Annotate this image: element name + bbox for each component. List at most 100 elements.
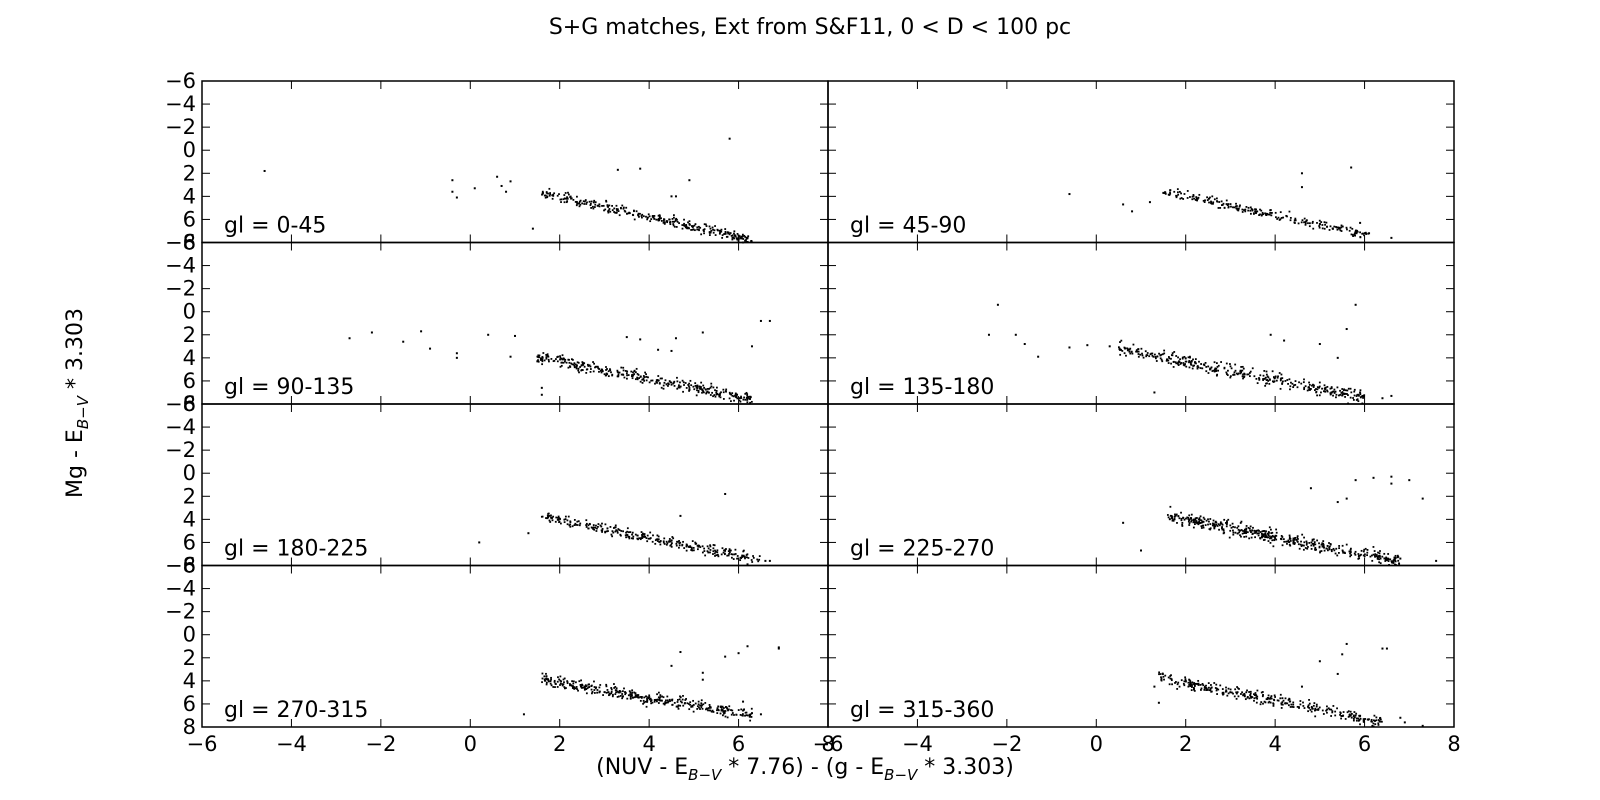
data-point [668, 538, 671, 540]
data-point [638, 377, 641, 379]
data-point [1421, 724, 1424, 727]
x-tick-label: 6 [1358, 732, 1371, 756]
data-point [750, 559, 753, 561]
data-point [1208, 686, 1210, 689]
data-point [1307, 710, 1310, 713]
x-tick-label: 4 [642, 732, 655, 756]
data-point [737, 709, 740, 711]
data-point [1217, 688, 1220, 691]
data-point [1237, 372, 1240, 375]
data-point [1274, 537, 1277, 540]
data-point [1276, 376, 1279, 379]
data-point [620, 207, 622, 210]
data-point [550, 358, 553, 360]
data-point [716, 549, 719, 552]
data-point [1243, 376, 1245, 379]
data-point [681, 227, 684, 230]
data-point [1267, 376, 1270, 379]
data-point [693, 388, 696, 391]
data-point [597, 523, 600, 525]
data-point [1215, 523, 1217, 526]
data-point [1213, 370, 1216, 373]
data-point [1137, 355, 1140, 358]
data-point [745, 711, 748, 714]
panel-label: gl = 45-90 [850, 214, 966, 239]
data-point [1306, 547, 1309, 550]
data-point [545, 517, 547, 519]
data-point [1179, 358, 1181, 361]
data-point [1163, 678, 1165, 681]
data-point [1177, 681, 1180, 684]
data-point [749, 714, 752, 716]
data-point [1351, 713, 1353, 715]
data-point [566, 200, 569, 203]
data-point [717, 708, 719, 711]
data-point [713, 552, 716, 555]
data-point [691, 705, 694, 708]
data-point [1184, 360, 1187, 363]
data-point [707, 707, 710, 709]
data-point [1180, 511, 1182, 514]
data-point [726, 235, 729, 238]
data-point [1324, 388, 1327, 391]
data-point [1368, 232, 1371, 235]
data-point [749, 719, 752, 722]
data-point [657, 691, 660, 694]
data-point [725, 390, 727, 393]
data-point [751, 561, 754, 563]
data-point [636, 695, 639, 698]
data-point [1316, 394, 1319, 397]
data-point [1250, 536, 1253, 539]
data-point [1200, 519, 1203, 522]
data-point [1182, 198, 1185, 200]
data-point [1299, 700, 1302, 702]
data-point [585, 524, 588, 526]
data-point [727, 708, 730, 711]
data-point [1308, 225, 1311, 228]
data-point [691, 549, 694, 552]
data-point [702, 229, 705, 231]
data-point [1353, 232, 1356, 235]
data-point [722, 391, 725, 394]
data-point [1331, 710, 1334, 713]
data-point [575, 681, 577, 684]
data-point [594, 203, 597, 206]
data-point [1259, 374, 1262, 377]
data-point [671, 220, 674, 223]
data-point [1178, 360, 1181, 363]
data-point [1258, 377, 1260, 379]
data-point [617, 210, 620, 213]
data-point [1262, 693, 1264, 696]
data-point [1355, 712, 1358, 715]
data-point [601, 522, 603, 525]
data-point [720, 708, 723, 711]
data-point [658, 698, 661, 700]
data-point [671, 542, 673, 545]
data-point [673, 380, 676, 383]
data-point [1263, 700, 1266, 703]
data-point [1225, 690, 1228, 693]
data-point [1137, 348, 1139, 351]
data-point [1268, 532, 1270, 534]
data-point [1261, 530, 1264, 533]
data-point [750, 707, 753, 710]
data-point [589, 365, 592, 368]
data-point [540, 386, 543, 389]
data-point [1328, 229, 1331, 231]
data-point [694, 382, 697, 385]
panel: −6 −4 −2 0 2 4 6 8gl = 315-360 [813, 564, 1461, 756]
data-point [584, 200, 586, 203]
data-point [733, 714, 735, 716]
data-point [544, 194, 547, 197]
data-point [1364, 553, 1366, 556]
data-point [669, 540, 672, 543]
data-point [1263, 538, 1266, 541]
data-point [1215, 369, 1218, 372]
data-point [553, 192, 556, 195]
data-point [613, 683, 615, 685]
data-point [624, 210, 627, 213]
data-point [558, 678, 561, 681]
data-point [612, 527, 615, 529]
data-point [549, 192, 552, 194]
data-point [590, 207, 593, 209]
